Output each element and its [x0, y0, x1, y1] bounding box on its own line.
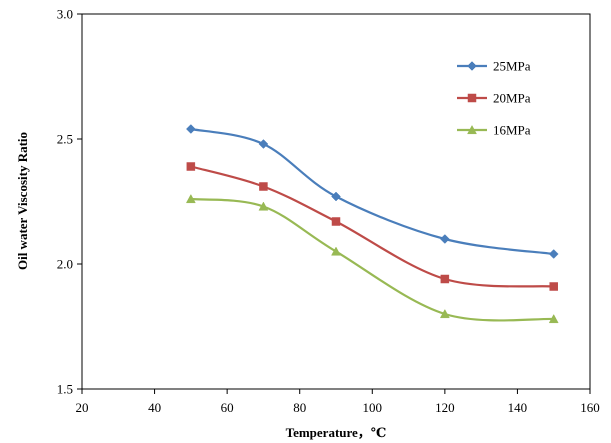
legend-label: 20MPa: [493, 91, 531, 106]
series-16MPa: [185, 193, 559, 324]
x-axis-title: Temperature，℃: [286, 425, 387, 440]
y-tick-label: 1.5: [57, 382, 73, 397]
y-tick-label: 2.5: [57, 132, 73, 147]
data-point: [259, 182, 268, 191]
data-point: [331, 191, 341, 202]
data-point: [186, 162, 196, 171]
data-point: [258, 201, 269, 211]
legend: 25MPa 20MPa 16MPa: [457, 59, 531, 138]
data-point: [186, 124, 196, 134]
x-tick-label: 120: [435, 400, 455, 415]
data-point: [185, 193, 196, 204]
legend-marker: [467, 93, 477, 103]
x-tick-label: 40: [148, 400, 161, 415]
y-axis-ticks: 1.5 2.0 2.5 3.0: [57, 7, 82, 397]
plot-area: [81, 13, 591, 390]
data-point: [258, 139, 269, 149]
legend-label: 16MPa: [493, 123, 531, 138]
y-axis-title: Oil water Viscosity Ratio: [15, 132, 30, 270]
series-25MPa: [186, 124, 559, 259]
data-point: [548, 249, 559, 259]
x-tick-label: 140: [508, 400, 528, 415]
data-point: [331, 217, 341, 226]
y-tick-label: 2.0: [57, 257, 73, 272]
data-point: [440, 274, 450, 284]
legend-marker: [467, 124, 477, 135]
series-line: [190, 127, 554, 256]
data-point: [440, 234, 450, 244]
legend-item: 20MPa: [457, 91, 531, 106]
series-20MPa: [186, 162, 558, 291]
x-axis-ticks: 20 40 60 80 100 120 140 160: [76, 389, 600, 415]
x-tick-label: 80: [293, 400, 306, 415]
legend-item: 16MPa: [457, 123, 531, 138]
series-layer: [185, 124, 559, 324]
legend-item: 25MPa: [457, 59, 531, 74]
data-point: [331, 246, 341, 256]
data-point: [549, 282, 558, 291]
series-line: [190, 165, 554, 288]
data-point: [439, 308, 450, 319]
x-tick-label: 100: [363, 400, 383, 415]
legend-label: 25MPa: [493, 59, 531, 74]
series-line: [190, 197, 554, 322]
data-point: [548, 313, 559, 324]
legend-marker: [467, 61, 477, 71]
x-tick-label: 20: [76, 400, 89, 415]
x-tick-label: 60: [221, 400, 234, 415]
x-tick-label: 160: [580, 400, 600, 415]
y-tick-label: 3.0: [57, 7, 73, 22]
